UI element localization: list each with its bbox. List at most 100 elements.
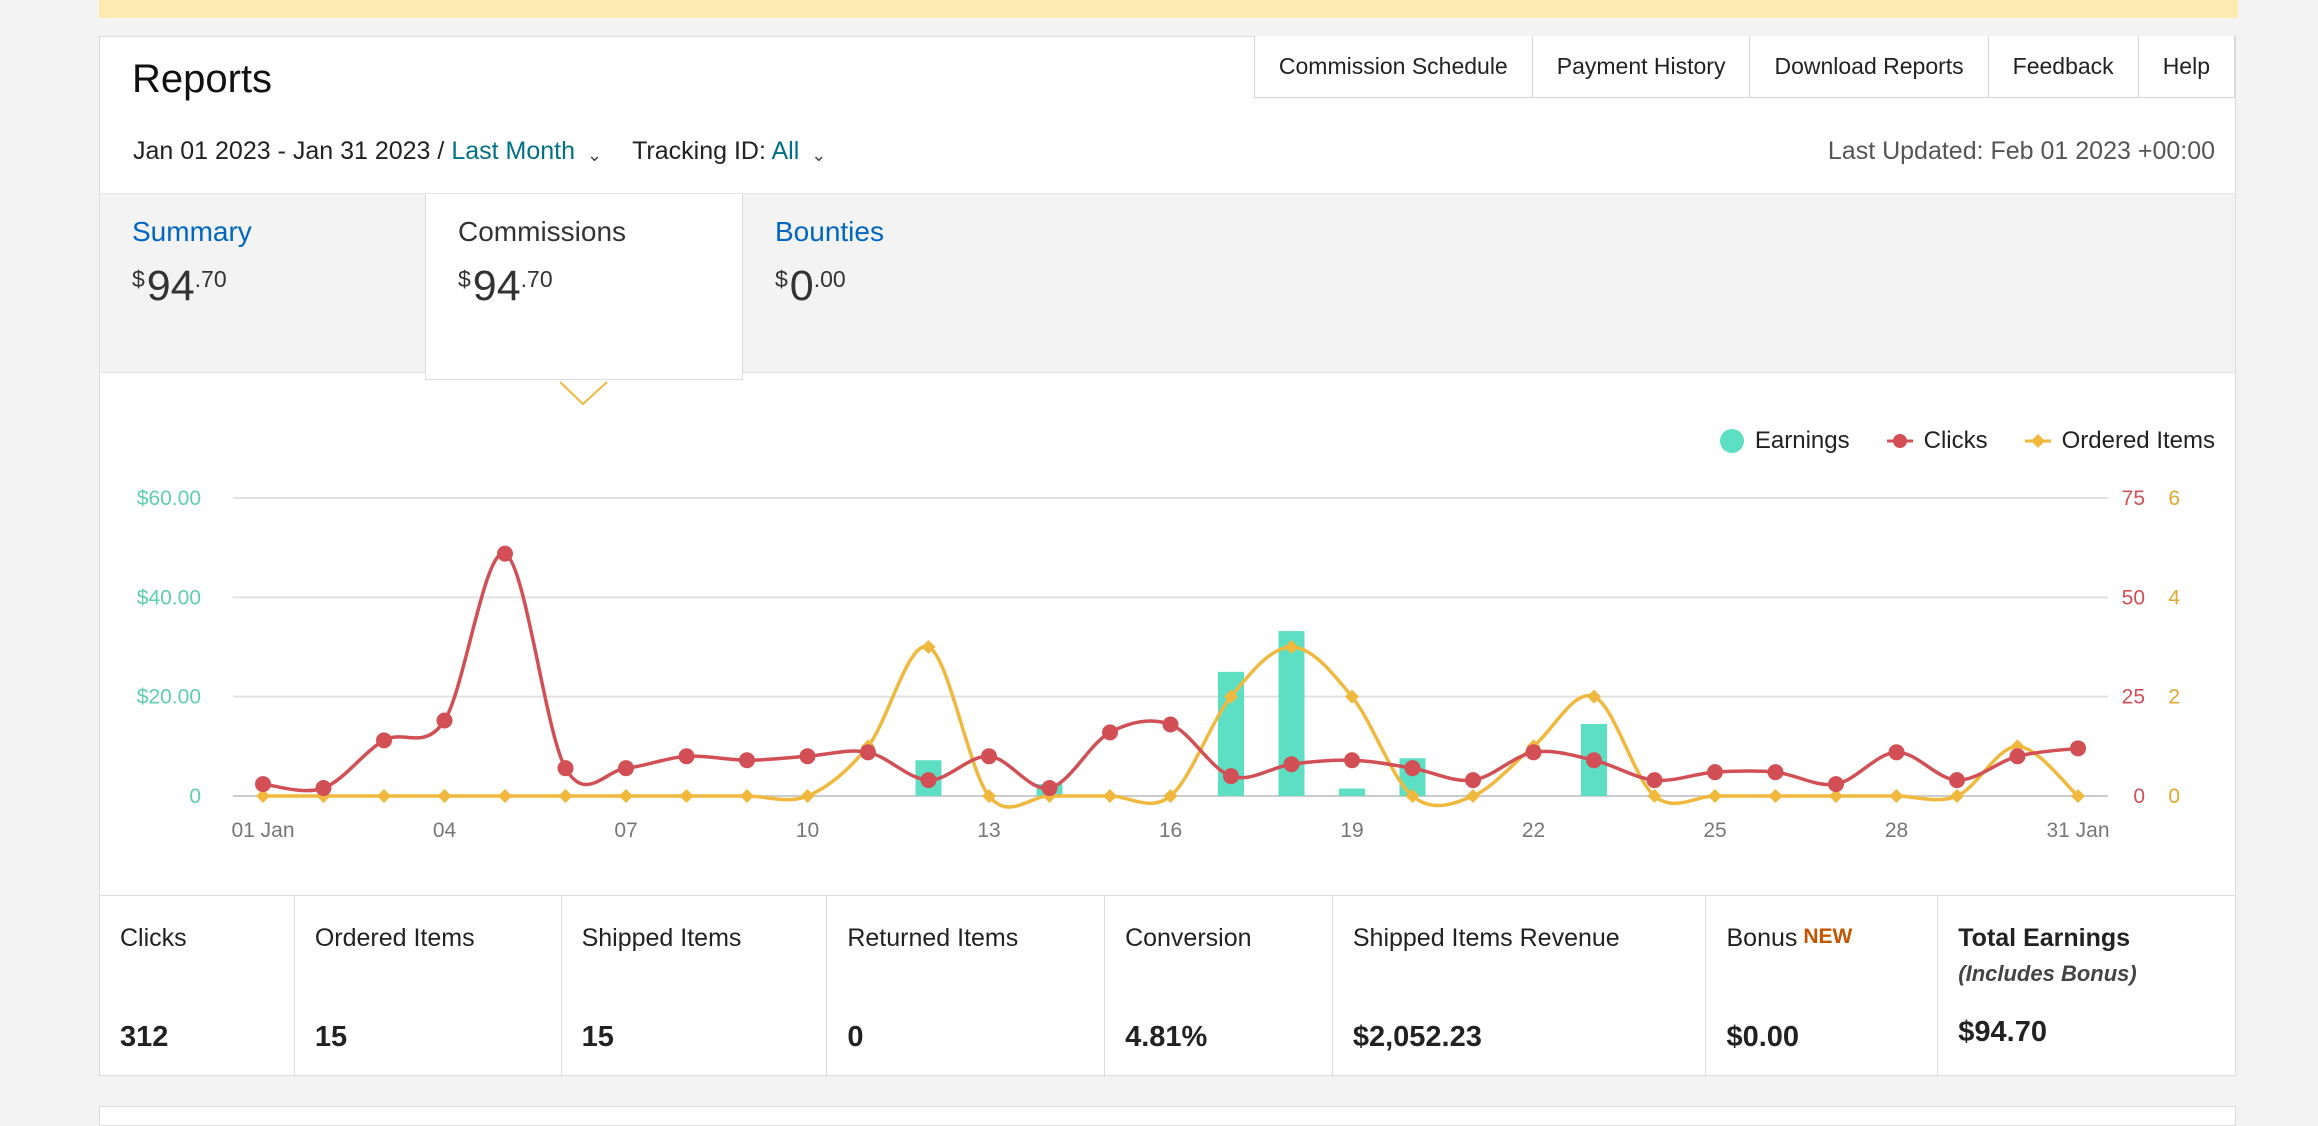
ordered-items-point [679,789,694,803]
legend-clicks[interactable]: Clicks [1886,427,1988,455]
clicks-point [1162,716,1179,733]
tab-commissions[interactable]: Commissions $94.70 [425,194,743,380]
y-right-ordered-tick-label: 2 [2168,686,2180,709]
clicks-point [860,744,876,761]
clicks-point [920,772,937,789]
legend-earnings[interactable]: Earnings [1719,427,1850,455]
clicks-point [1888,744,1905,761]
period-label: Last Month [451,137,575,165]
period-dropdown[interactable]: Last Month ⌄ [451,137,602,166]
clicks-point [1707,764,1723,781]
ordered-items-line [263,644,2080,809]
ordered-items-point [921,640,936,654]
earnings-chart: 0 0 0$20.00 25 2$40.00 50 4$60.00 75 601 Jan 04 07… [137,487,2181,842]
stat-label: Shipped Items [581,924,742,952]
stat-value: 0 [847,1021,864,1053]
stat-value: $0.00 [1726,1021,1800,1053]
y-right-ordered-tick-label: 0 [2168,785,2180,808]
stat-value: 15 [581,1021,614,1053]
chart-legend: Earnings Clicks Ordered Items [1683,427,2215,455]
download-reports-button[interactable]: Download Reports [1749,36,1989,98]
clicks-point [1525,744,1542,761]
x-tick-label: 22 [1522,819,1545,842]
stat-value: 4.81% [1125,1021,1208,1053]
x-tick-label: 28 [1885,819,1908,842]
stat-ordered-items: Ordered Items 15 [295,896,562,1077]
stat-returned-items: Returned Items 0 [827,896,1106,1077]
ordered-items-point [1224,689,1238,704]
clicks-point [1404,760,1421,777]
stat-label: Shipped Items Revenue [1352,924,1620,952]
help-button[interactable]: Help [2137,36,2235,98]
report-tabs: Summary $94.70 Commissions $94.70 Bounti… [100,193,2235,380]
x-tick-label: 19 [1340,819,1363,842]
ordered-items-point [1889,789,1904,803]
clicks-point [1041,780,1058,797]
tracking-id-dropdown[interactable]: Tracking ID: All ⌄ [632,137,826,166]
notice-banner [99,0,2238,18]
stat-conversion: Conversion 4.81% [1105,896,1333,1077]
tracking-label: Tracking ID: [632,137,766,165]
tab-amount: $94.70 [132,262,394,311]
y-left-tick-label: $40.00 [137,586,201,609]
clicks-point [376,732,392,749]
next-section-card [99,1106,2236,1126]
filter-row: Jan 01 2023 - Jan 31 2023 / Last Month ⌄ … [133,137,826,166]
tab-bounties[interactable]: Bounties $0.00 [743,194,1043,374]
earnings-bar [1339,788,1365,796]
ordered-items-point [1103,789,1117,803]
clicks-point [2070,740,2086,757]
stat-label: Returned Items [847,924,1019,952]
clicks-point [315,780,332,797]
clicks-point [1767,764,1784,781]
stat-shipped-items: Shipped Items 15 [562,896,828,1077]
ordered-items-point [1829,789,1843,803]
feedback-button[interactable]: Feedback [1987,36,2139,98]
chevron-down-icon: ⌄ [811,145,827,165]
circle-marker-icon [1719,429,1744,453]
payment-history-button[interactable]: Payment History [1531,36,1751,98]
stat-label: Clicks [120,924,187,952]
amount-decimal: .00 [813,266,846,292]
ordered-items-point [1768,789,1783,803]
y-right-clicks-tick-label: 0 [2133,785,2145,808]
clicks-point [1949,772,1965,789]
amount-whole: 94 [146,262,195,310]
stat-value: 15 [314,1021,348,1053]
currency-symbol: $ [458,266,471,292]
ordered-items-point [2071,789,2085,803]
tab-summary[interactable]: Summary $94.70 [100,194,426,374]
stat-label: Bonus NEW [1726,924,1917,953]
ordered-items-point [1163,789,1178,803]
clicks-point [1465,772,1481,789]
clicks-point [981,748,997,765]
total-earnings-sublabel: (Includes Bonus) [1958,961,2137,986]
commission-schedule-button[interactable]: Commission Schedule [1253,36,1533,98]
last-updated-text: Last Updated: Feb 01 2023 +00:00 [1827,137,2215,165]
ordered-items-point [377,789,391,803]
y-right-clicks-tick-label: 50 [2122,586,2145,609]
ordered-items-point [256,789,270,803]
clicks-point [255,776,271,793]
clicks-point [618,760,634,777]
clicks-point [2009,748,2026,765]
stat-value: $94.70 [1958,1016,2047,1048]
y-right-ordered-tick-label: 4 [2168,586,2180,609]
ordered-items-point [558,789,573,803]
legend-ordered-items[interactable]: Ordered Items [2024,427,2215,455]
x-tick-label: 04 [433,819,457,842]
stats-bar: Clicks 312 Ordered Items 15 Shipped Item… [100,895,2235,1077]
ordered-items-point [1345,689,1359,704]
clicks-point [1586,752,1602,769]
ordered-items-point [740,789,754,803]
stat-bonus: Bonus NEW $0.00 [1706,896,1939,1077]
clicks-point [799,748,816,765]
top-nav: Commission Schedule Payment History Down… [1253,36,2235,98]
y-right-clicks-tick-label: 75 [2122,487,2145,510]
ordered-items-point [1950,789,1964,803]
clicks-point [678,748,695,765]
line-diamond-marker-icon [2024,434,2051,448]
y-left-tick-label: $60.00 [137,487,201,510]
total-earnings-label: Total Earnings [1958,924,2131,952]
ordered-items-point [1405,789,1420,803]
